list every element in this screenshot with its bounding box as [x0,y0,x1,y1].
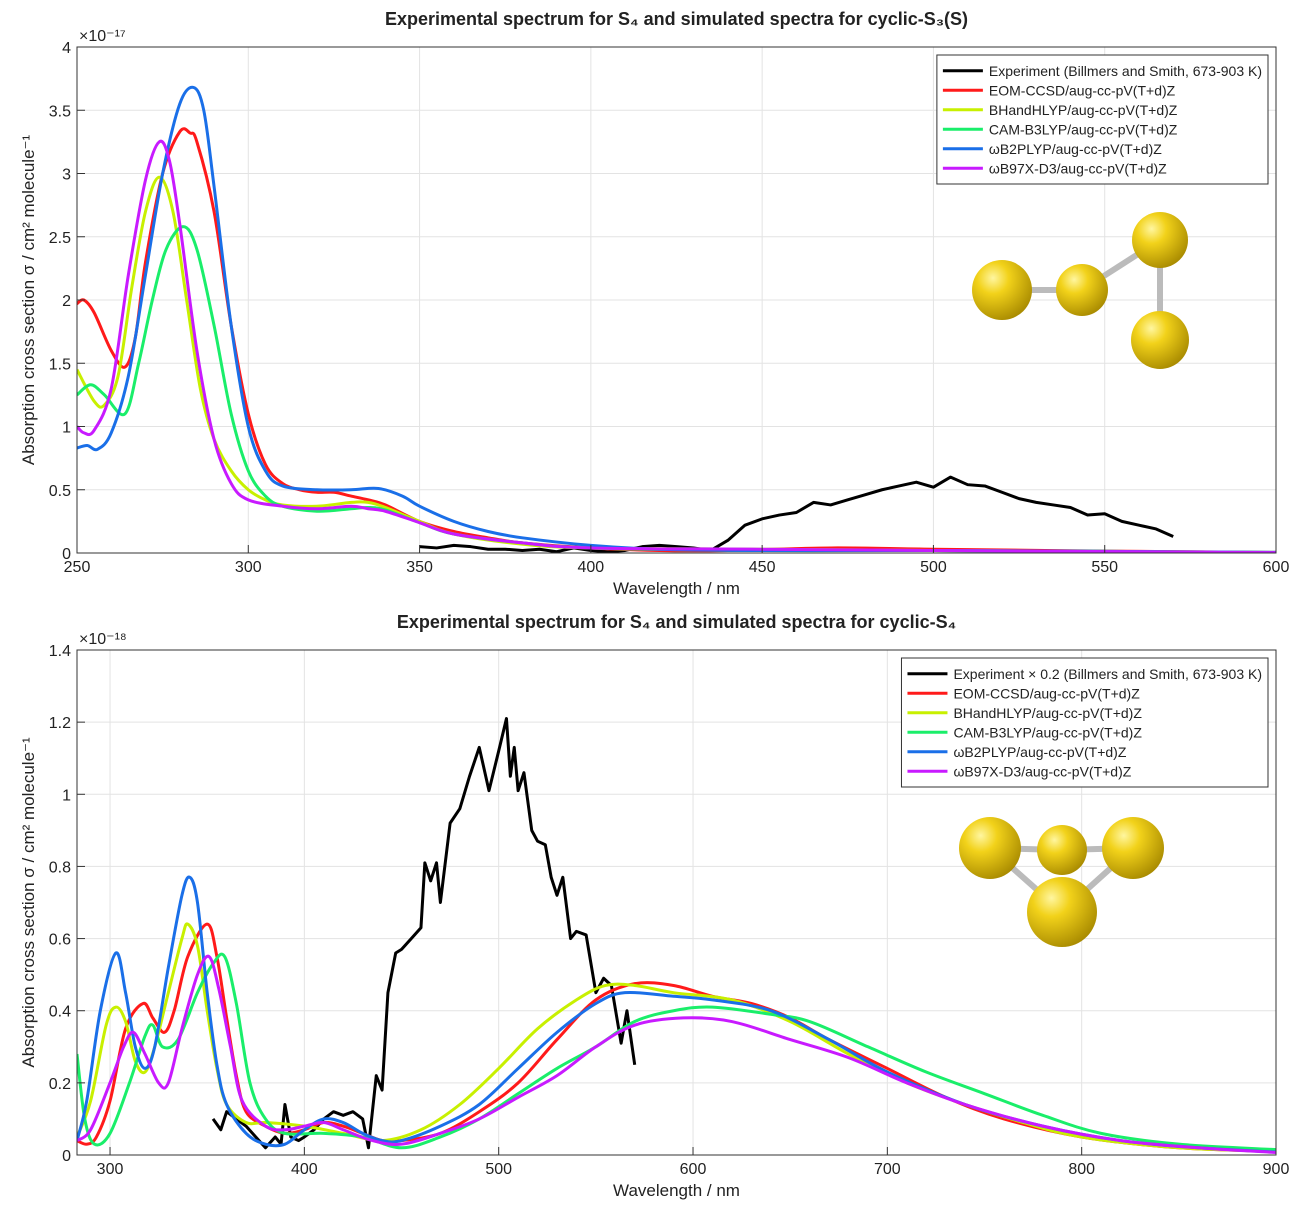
atom [1131,311,1189,369]
atom [972,260,1032,320]
chart-title: Experimental spectrum for S₄ and simulat… [397,612,956,632]
y-tick-label: 4 [62,40,71,57]
y-tick-label: 1.2 [49,715,71,732]
y-tick-label: 1 [62,420,71,437]
y-tick-label: 3.5 [49,103,71,120]
y-tick-label: 1 [62,787,71,804]
y-tick-label: 0.4 [49,1004,71,1021]
x-tick-label: 600 [680,1161,707,1178]
y-axis-label: Absorption cross section σ / cm² molecul… [19,737,38,1068]
x-tick-label: 400 [291,1161,318,1178]
legend-label: BHandHLYP/aug-cc-pV(T+d)Z [953,705,1142,721]
atom [1102,817,1164,879]
atom [1056,264,1108,316]
y-tick-label: 0.5 [49,483,71,500]
legend-label: ωB97X-D3/aug-cc-pV(T+d)Z [989,160,1167,176]
legend: Experiment (Billmers and Smith, 673-903 … [937,55,1268,184]
legend-label: ωB2PLYP/aug-cc-pV(T+d)Z [989,141,1162,157]
legend-label: BHandHLYP/aug-cc-pV(T+d)Z [989,102,1178,118]
atom [1027,877,1097,947]
series-line [213,719,635,1148]
y-tick-label: 1.5 [49,356,71,373]
y-tick-label: 0 [62,1148,71,1165]
legend-label: EOM-CCSD/aug-cc-pV(T+d)Z [989,82,1176,98]
y-tick-label: 0.2 [49,1076,71,1093]
x-axis-label: Wavelength / nm [613,1181,740,1200]
y-tick-label: 0.6 [49,932,71,949]
x-tick-label: 700 [874,1161,901,1178]
legend-label: Experiment (Billmers and Smith, 673-903 … [989,63,1262,79]
x-tick-label: 800 [1068,1161,1095,1178]
y-multiplier: ×10⁻¹⁸ [79,631,127,648]
series-line [77,924,1276,1151]
grid-layer [77,47,1276,1155]
y-tick-label: 0 [62,546,71,563]
x-tick-label: 350 [406,559,433,576]
legend-label: ωB97X-D3/aug-cc-pV(T+d)Z [953,763,1131,779]
x-tick-label: 500 [485,1161,512,1178]
series-line [77,129,1276,553]
y-tick-label: 1.4 [49,643,71,660]
x-axis-label: Wavelength / nm [613,579,740,598]
legend-label: CAM-B3LYP/aug-cc-pV(T+d)Z [989,121,1178,137]
series-line [77,177,1276,552]
y-tick-label: 2.5 [49,230,71,247]
series-line [77,924,1276,1151]
x-tick-label: 300 [235,559,262,576]
y-multiplier: ×10⁻¹⁷ [79,28,126,45]
atom [959,817,1021,879]
figure: 25030035040045050055060000.511.522.533.5… [0,0,1293,1208]
x-tick-label: 400 [578,559,605,576]
y-tick-label: 3 [62,167,71,184]
atom [1037,825,1087,875]
y-axis-label: Absorption cross section σ / cm² molecul… [19,135,38,466]
x-tick-label: 900 [1263,1161,1290,1178]
atom [1132,212,1188,268]
x-tick-label: 550 [1091,559,1118,576]
legend-label: Experiment × 0.2 (Billmers and Smith, 67… [953,666,1262,682]
y-tick-label: 0.8 [49,859,71,876]
chart-title: Experimental spectrum for S₄ and simulat… [385,9,968,29]
legend-label: CAM-B3LYP/aug-cc-pV(T+d)Z [953,724,1142,740]
x-tick-label: 300 [97,1161,124,1178]
x-tick-label: 600 [1263,559,1290,576]
legend-label: ωB2PLYP/aug-cc-pV(T+d)Z [953,744,1126,760]
molecule-s4 [959,817,1164,947]
molecule-s3 [972,212,1189,369]
x-tick-label: 500 [920,559,947,576]
legend: Experiment × 0.2 (Billmers and Smith, 67… [901,658,1268,787]
series-line [77,141,1276,552]
x-tick-label: 450 [749,559,776,576]
y-tick-label: 2 [62,293,71,310]
legend-label: EOM-CCSD/aug-cc-pV(T+d)Z [953,685,1140,701]
